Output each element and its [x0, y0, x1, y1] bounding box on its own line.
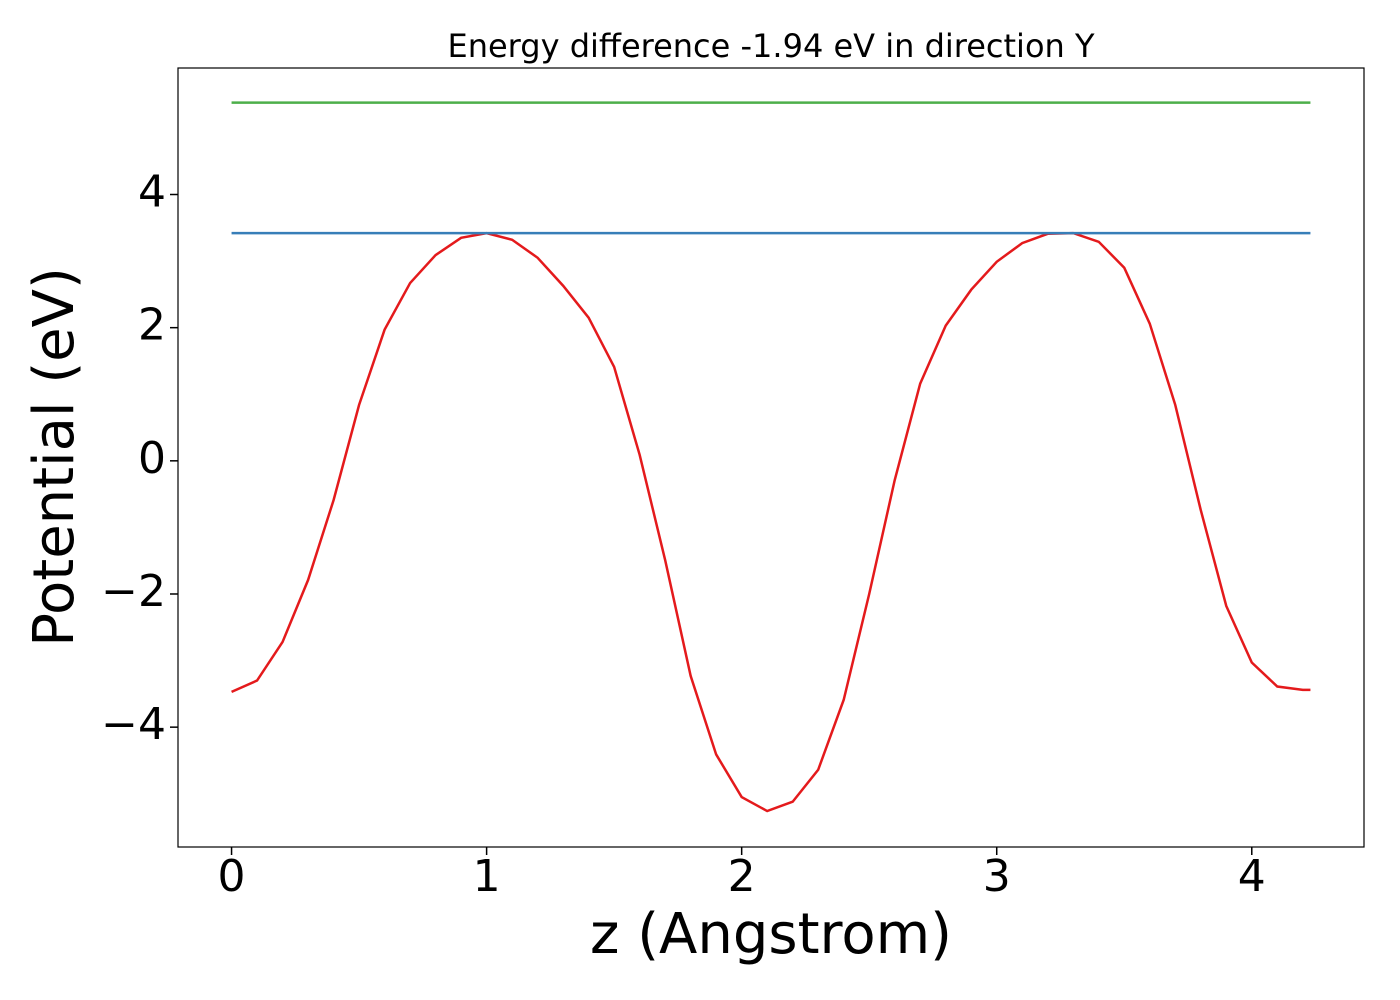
x-tick-label: 2	[728, 851, 756, 902]
x-tick-label: 3	[983, 851, 1011, 902]
chart-title: Energy difference -1.94 eV in direction …	[447, 27, 1094, 65]
y-tick-label: 2	[138, 300, 166, 351]
series-line	[231, 231, 1311, 813]
x-tick-label: 1	[473, 851, 501, 902]
y-tick-label: −2	[101, 566, 166, 617]
x-tick-label: 4	[1238, 851, 1266, 902]
y-tick-label: 0	[138, 433, 166, 484]
plot-frame	[177, 67, 1365, 848]
y-axis-label: Potential (eV)	[22, 267, 87, 647]
x-tick-label: 0	[218, 851, 246, 902]
x-axis-label: z (Angstrom)	[590, 902, 952, 967]
y-tick-label: −4	[101, 699, 166, 750]
y-tick-label: 4	[138, 167, 166, 218]
